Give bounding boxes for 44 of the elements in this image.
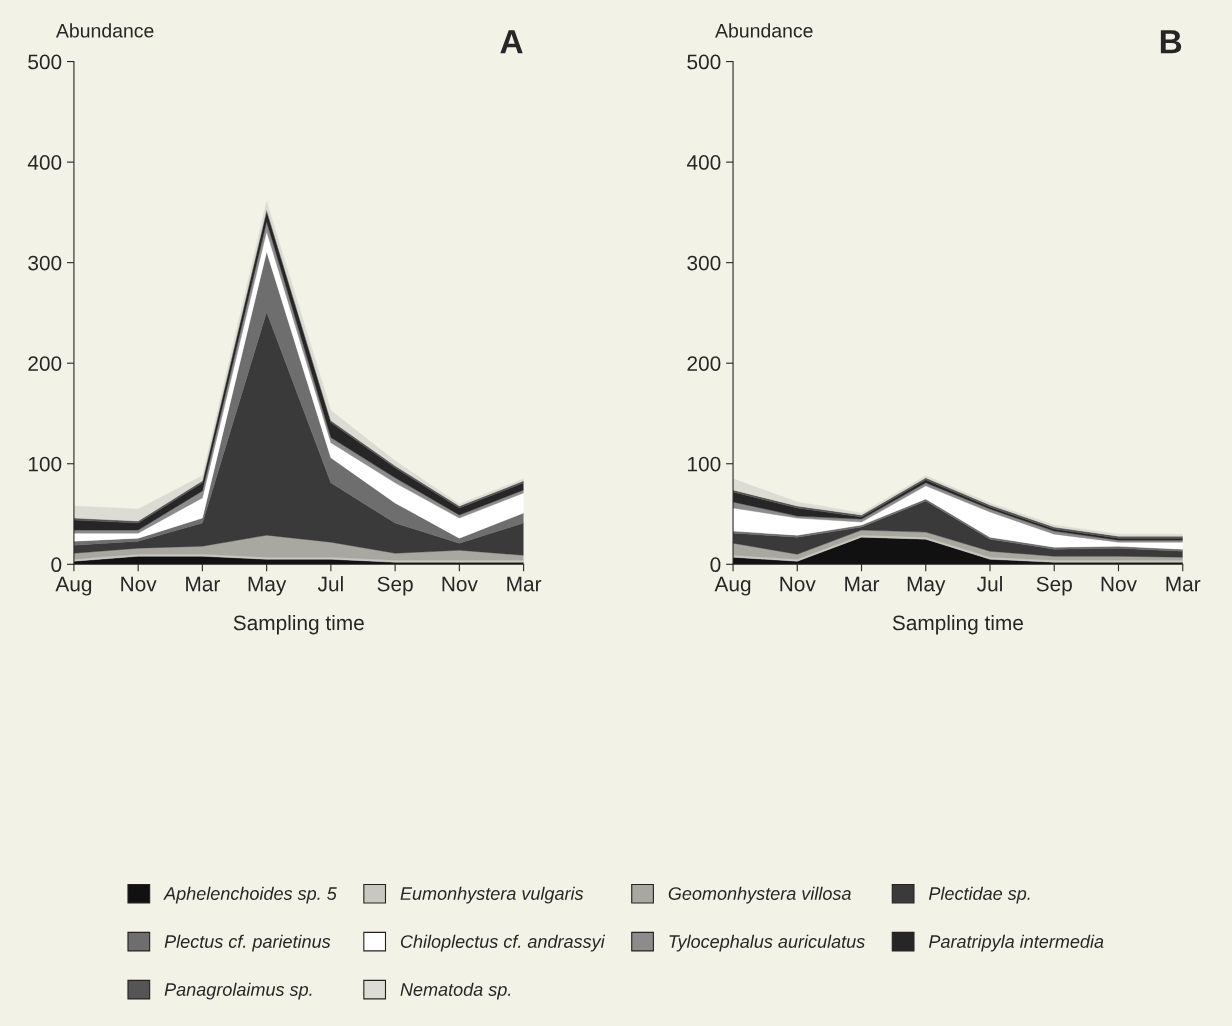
- legend-label: Nematoda sp.: [400, 982, 511, 1000]
- x-tick-label: Sep: [1036, 576, 1072, 596]
- legend-label: Geomonhystera villosa: [668, 886, 851, 904]
- legend-label: Chiloplectus cf. andrassyi: [400, 934, 606, 952]
- x-tick-label: Aug: [714, 576, 751, 596]
- x-tick-label: Aug: [55, 576, 92, 596]
- y-tick-label: 100: [688, 456, 721, 472]
- x-tick-label: May: [248, 576, 287, 596]
- chart-title: B: [1160, 30, 1182, 54]
- y-tick-label: 0: [51, 557, 62, 573]
- x-axis-title: Sampling time: [233, 614, 364, 635]
- x-tick-label: Nov: [780, 576, 816, 592]
- y-axis-title: Abundance: [55, 23, 154, 38]
- legend-label: Eumonhystera vulgaris: [400, 886, 584, 904]
- x-tick-label: Jul: [317, 576, 343, 592]
- x-tick-label: Mar: [1166, 576, 1201, 592]
- x-tick-label: Nov: [1101, 576, 1137, 592]
- x-axis-title: Sampling time: [892, 614, 1023, 635]
- legend-label: Plectidae sp.: [928, 886, 1030, 904]
- y-tick-label: 500: [28, 54, 62, 70]
- x-tick-label: May: [907, 576, 946, 596]
- legend-label: Tylocephalus auriculatus: [669, 934, 865, 952]
- x-tick-label: Nov: [121, 576, 157, 592]
- legend-label: Aphelenchoides sp. 5: [163, 886, 337, 904]
- y-tick-label: 500: [687, 54, 721, 70]
- y-tick-label: 400: [686, 155, 721, 170]
- x-tick-label: Jul: [977, 576, 1002, 592]
- y-tick-label: 400: [27, 155, 62, 170]
- y-tick-label: 100: [28, 456, 62, 472]
- y-tick-label: 0: [710, 557, 721, 573]
- x-tick-label: Mar: [845, 576, 880, 592]
- y-tick-label: 300: [687, 255, 721, 271]
- y-tick-label: 200: [28, 356, 62, 371]
- y-axis-title: Abundance: [715, 23, 813, 38]
- chart-title: A: [500, 30, 523, 54]
- x-tick-label: Mar: [186, 576, 220, 592]
- x-tick-label: Sep: [377, 576, 413, 596]
- legend-label: Plectus cf. parietinus: [164, 934, 331, 952]
- y-tick-label: 300: [28, 255, 62, 271]
- x-tick-label: Nov: [442, 576, 478, 592]
- legend-label: Paratripyla intermedia: [928, 934, 1104, 952]
- x-tick-label: Mar: [507, 576, 542, 592]
- y-tick-label: 200: [687, 356, 721, 371]
- legend-label: Panagrolaimus sp.: [164, 982, 312, 1000]
